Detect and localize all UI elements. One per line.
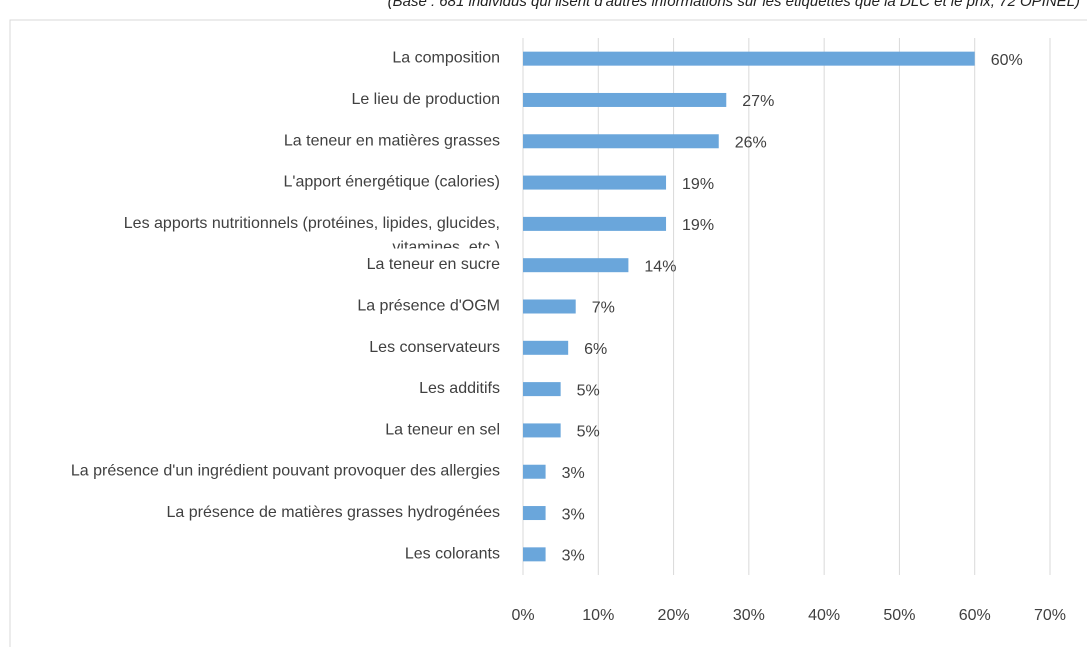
y-tick-label: La teneur en matières grasses [284,132,500,149]
bar [523,340,569,355]
bar [523,506,546,521]
y-tick-label: La teneur en sucre [367,256,501,273]
x-tick-label: 0% [511,607,534,624]
bar [523,258,629,273]
y-tick-label: L'apport énergétique (calories) [283,174,500,191]
value-label: 60% [991,52,1023,69]
x-tick-label: 60% [959,607,991,624]
x-tick-label: 10% [582,607,614,624]
bar [523,423,561,438]
bar [523,175,667,190]
chart-subtitle: (Base : 681 individus qui lisent d'autre… [388,0,1080,10]
x-tick-label: 20% [658,607,690,624]
bar [523,134,719,149]
chart-border [9,19,1087,647]
x-tick-label: 50% [883,607,915,624]
value-label: 3% [562,548,585,565]
x-tick-label: 70% [1034,607,1066,624]
y-tick-label: Les conservateurs [369,339,500,356]
y-tick-label: La présence d'un ingrédient pouvant prov… [71,463,500,480]
bar [523,382,561,397]
bar [523,51,975,66]
y-tick-label: La présence de matières grasses hydrogén… [166,504,500,521]
y-tick-label: La composition [392,50,500,67]
value-label: 6% [584,341,607,358]
x-tick-label: 40% [808,607,840,624]
value-label: 14% [644,258,676,275]
value-label: 5% [577,382,600,399]
x-tick-label: 30% [733,607,765,624]
bar [523,547,546,562]
value-label: 19% [682,217,714,234]
value-label: 27% [742,93,774,110]
value-label: 26% [735,134,767,151]
bar [523,92,727,107]
value-label: 3% [562,506,585,523]
y-tick-label: Les colorants [405,546,500,563]
y-tick-label: Le lieu de production [351,91,500,108]
y-tick-label: Les apports nutritionnels (protéines, li… [124,215,500,256]
value-label: 7% [592,300,615,317]
bar [523,464,546,479]
y-tick-label: La présence d'OGM [357,298,500,315]
bar [523,216,667,231]
value-label: 5% [577,424,600,441]
value-label: 19% [682,176,714,193]
value-label: 3% [562,465,585,482]
y-tick-label: Les additifs [419,380,500,397]
y-tick-label: La teneur en sel [385,422,500,439]
bar [523,299,576,314]
